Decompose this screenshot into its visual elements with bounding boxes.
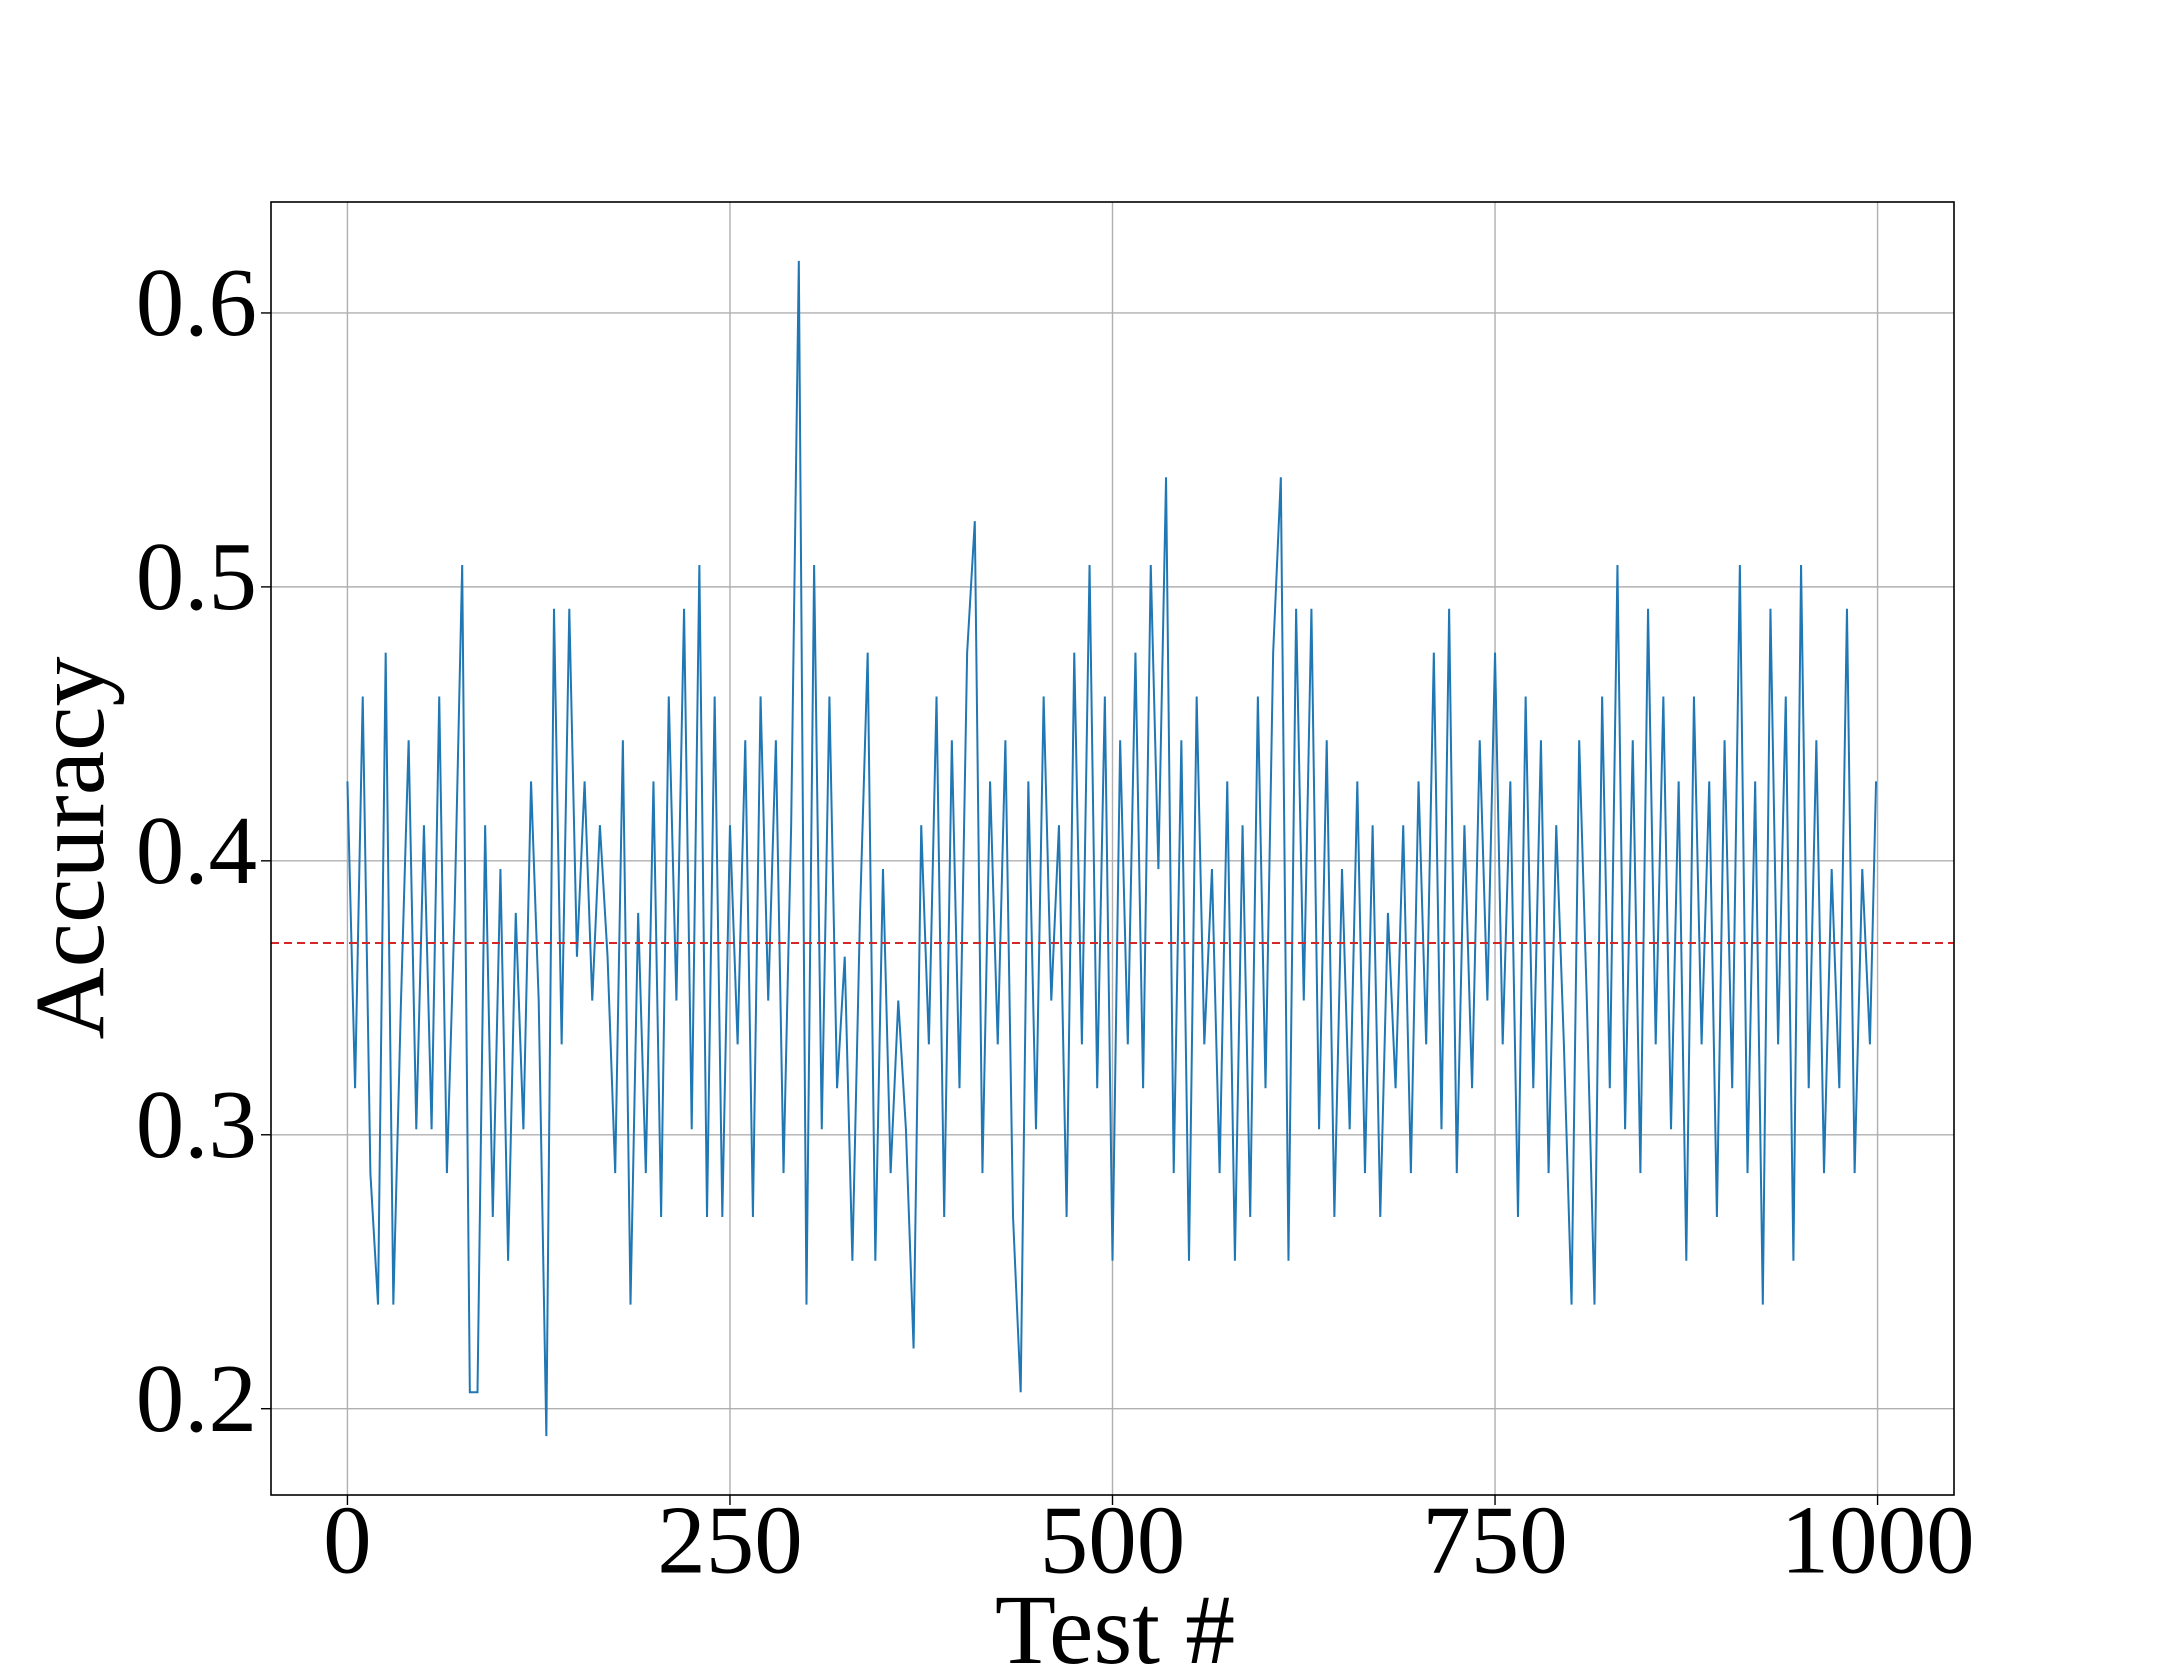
x-tick-label: 500 xyxy=(1040,1486,1186,1593)
y-tick-label: 0.6 xyxy=(136,249,257,356)
y-tick-label: 0.2 xyxy=(136,1345,257,1452)
x-tick-label: 250 xyxy=(657,1486,803,1593)
x-tick-label: 750 xyxy=(1422,1486,1568,1593)
y-tick-label: 0.3 xyxy=(136,1071,257,1178)
plot-frame xyxy=(270,201,1955,1496)
x-tick-label: 1000 xyxy=(1781,1486,1975,1593)
x-tick-label: 0 xyxy=(323,1486,372,1593)
x-axis-label: Test # xyxy=(995,1574,1235,1673)
y-axis-label: Accuracy xyxy=(14,656,125,1039)
data-line xyxy=(346,260,1878,1437)
y-tick-label: 0.4 xyxy=(136,797,257,904)
y-tick-label: 0.5 xyxy=(136,523,257,630)
